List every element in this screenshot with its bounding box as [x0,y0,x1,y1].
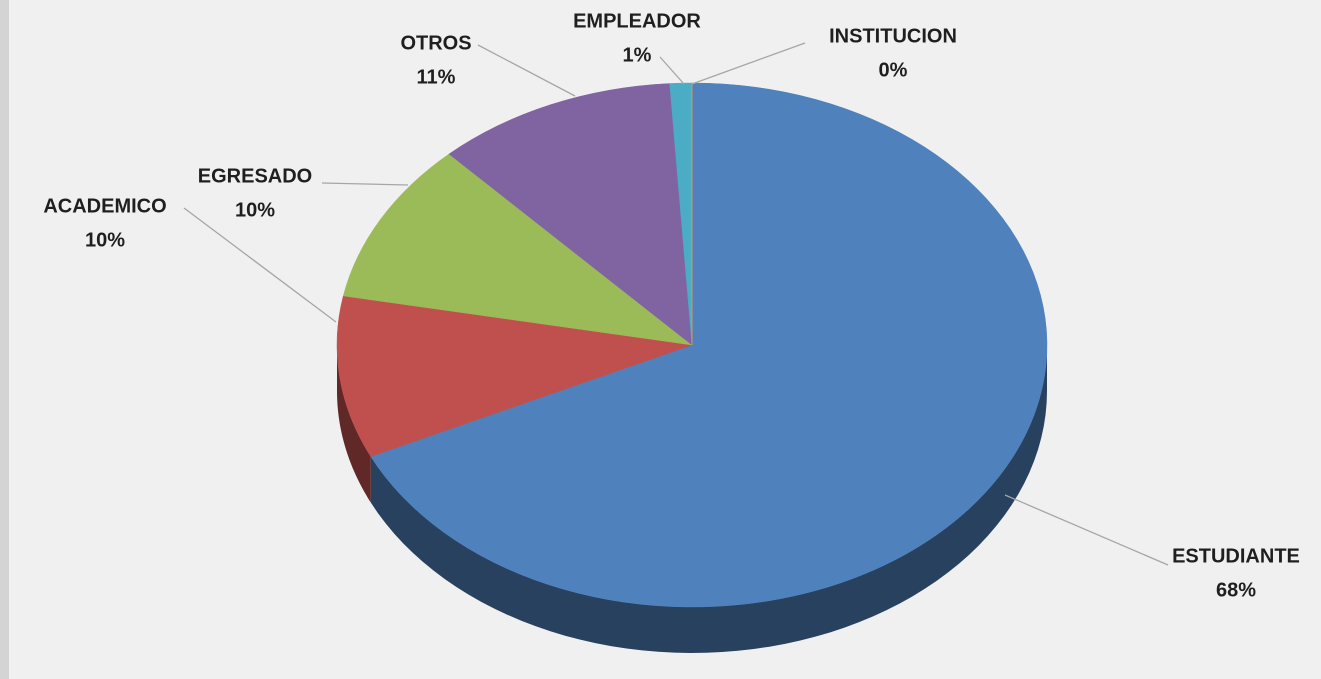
leader-line [659,56,685,85]
leader-line [691,42,806,85]
pie-side [337,345,371,503]
leader-line [321,182,409,186]
slice-value-label: 0% [879,59,908,81]
slice-label: ACADEMICO [43,195,166,217]
pie-slice [448,83,693,346]
leader-line [183,207,337,323]
slice-label: OTROS [400,32,471,54]
slice-label: ESTUDIANTE [1172,545,1300,567]
pie-side [370,345,1048,653]
slice-label: EMPLEADOR [573,10,701,32]
pie-slice [370,82,1048,608]
slice-label: EGRESADO [198,165,312,187]
slice-value-label: 68% [1216,579,1256,601]
slice-value-label: 10% [235,199,275,221]
leader-line [477,44,576,97]
left-strip [0,0,9,679]
slice-value-label: 1% [623,44,652,66]
pie-slice [336,295,693,457]
slice-label: INSTITUCION [829,25,957,47]
leader-line [1004,494,1169,566]
slice-value-label: 11% [417,66,456,88]
slice-value-label: 10% [85,229,125,251]
pie-slice [342,153,693,346]
